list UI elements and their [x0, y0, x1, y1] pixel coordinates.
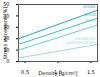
- svg-text:0.5: 0.5: [21, 69, 29, 75]
- svg-text:σmax: σmax: [83, 4, 96, 9]
- svg-text:Density [g/cm³]: Density [g/cm³]: [39, 70, 78, 77]
- svg-text:σmid: σmid: [84, 12, 95, 17]
- svg-text:Stress increment [%]: Stress increment [%]: [2, 7, 8, 60]
- svg-text:50: 50: [3, 1, 9, 7]
- svg-text:σmin: σmin: [84, 18, 95, 23]
- svg-text:1.5: 1.5: [87, 69, 95, 75]
- svg-text:0: 0: [6, 58, 10, 65]
- svg-text:oxidativecarbonization: oxidativecarbonization: [65, 36, 96, 46]
